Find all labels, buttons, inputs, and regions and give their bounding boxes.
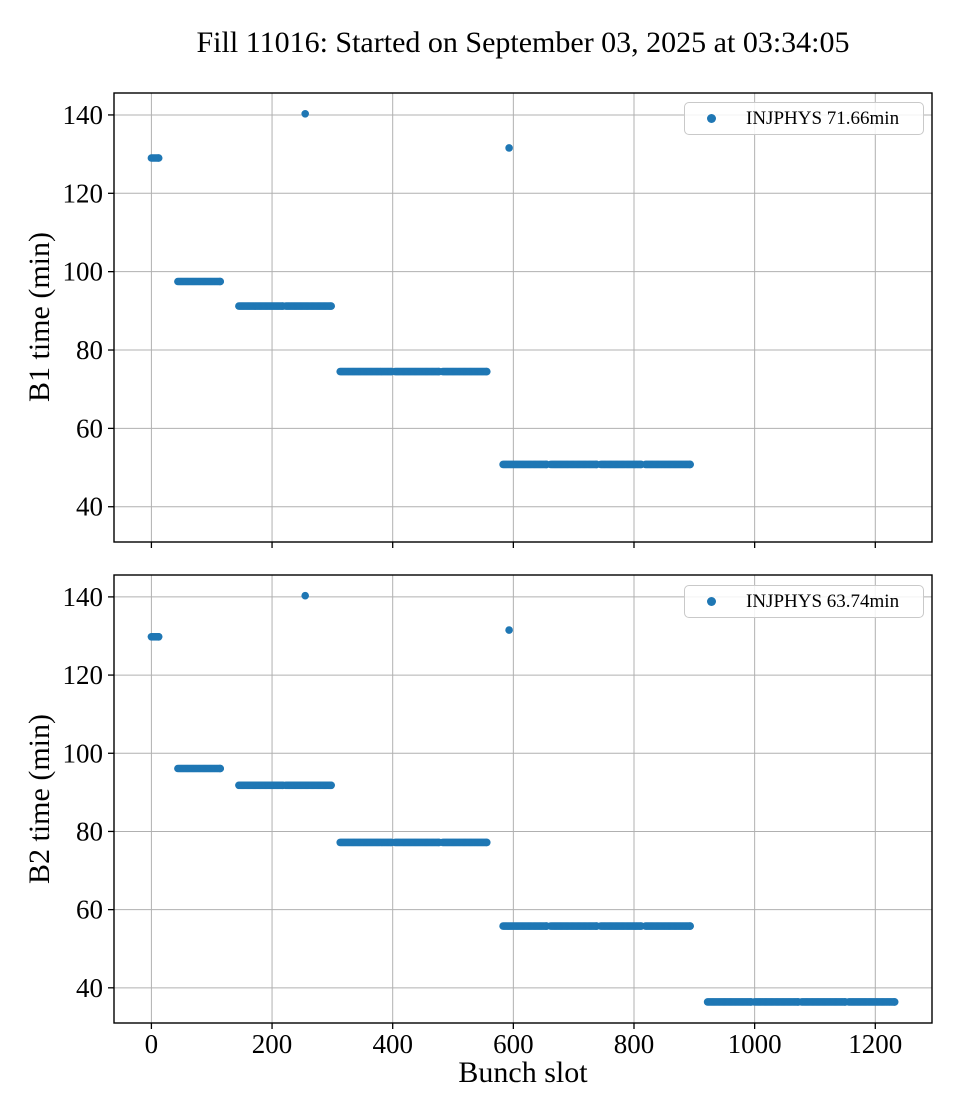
grid xyxy=(114,575,932,1023)
data-point xyxy=(154,154,163,162)
y-tick-label: 120 xyxy=(63,660,104,690)
data-points xyxy=(147,110,694,469)
grid xyxy=(114,93,932,542)
legend-marker-icon xyxy=(707,597,716,606)
data-point xyxy=(216,764,224,773)
y-tick-label: 60 xyxy=(76,413,103,443)
y-tick-label: 100 xyxy=(63,738,104,768)
axes-frame xyxy=(113,92,933,543)
data-point xyxy=(327,302,336,310)
y-tick-label: 140 xyxy=(63,582,104,612)
data-point xyxy=(686,922,694,930)
y-tick-label: 80 xyxy=(76,335,103,365)
data-points xyxy=(147,591,899,1006)
x-tick-label: 1000 xyxy=(728,1029,782,1059)
data-point xyxy=(327,781,336,790)
x-axis-label: Bunch slot xyxy=(458,1056,588,1089)
y-tick-label: 80 xyxy=(76,816,103,846)
data-point xyxy=(301,591,310,600)
data-point xyxy=(505,626,513,634)
data-point xyxy=(686,460,694,469)
y-tick-label: 40 xyxy=(76,973,103,1003)
subplot-top: 40 60 80 100 120 140 xyxy=(63,92,933,548)
x-tick-label: 600 xyxy=(493,1029,534,1059)
y-tick-label: 40 xyxy=(76,492,103,522)
axis-ticks xyxy=(108,596,876,1029)
x-tick-label: 0 xyxy=(145,1029,159,1059)
y-tick-label: 100 xyxy=(63,257,104,287)
data-point xyxy=(301,110,310,118)
x-tick-label: 800 xyxy=(614,1029,655,1059)
figure-title: Fill 11016: Started on September 03, 202… xyxy=(196,26,850,59)
x-tick-label: 200 xyxy=(252,1029,293,1059)
axis-ticks xyxy=(108,114,876,548)
x-tick-label: 400 xyxy=(372,1029,413,1059)
subplot-bottom: 40 60 80 100 120 140 0 200 400 600 800 1000 1200 xyxy=(63,574,933,1059)
legend-marker-icon xyxy=(707,114,716,123)
b2-y-axis-label: B2 time (min) xyxy=(23,714,56,884)
y-tick-label: 140 xyxy=(63,100,104,130)
data-point xyxy=(154,633,163,641)
b1-legend-label: INJPHYS 71.66min xyxy=(746,107,900,129)
data-point xyxy=(483,838,491,847)
axes-frame xyxy=(113,574,933,1024)
x-tick-label: 1200 xyxy=(848,1029,902,1059)
data-point xyxy=(505,144,513,152)
b1-y-axis-label: B1 time (min) xyxy=(23,232,56,402)
y-tick-label: 60 xyxy=(76,895,103,925)
data-point xyxy=(216,277,224,286)
b1-legend: INJPHYS 71.66min xyxy=(684,102,924,135)
b2-legend: INJPHYS 63.74min xyxy=(684,585,924,618)
y-tick-label: 120 xyxy=(63,178,104,208)
data-point xyxy=(890,998,899,1006)
data-point xyxy=(483,367,491,376)
b2-legend-label: INJPHYS 63.74min xyxy=(746,590,900,612)
